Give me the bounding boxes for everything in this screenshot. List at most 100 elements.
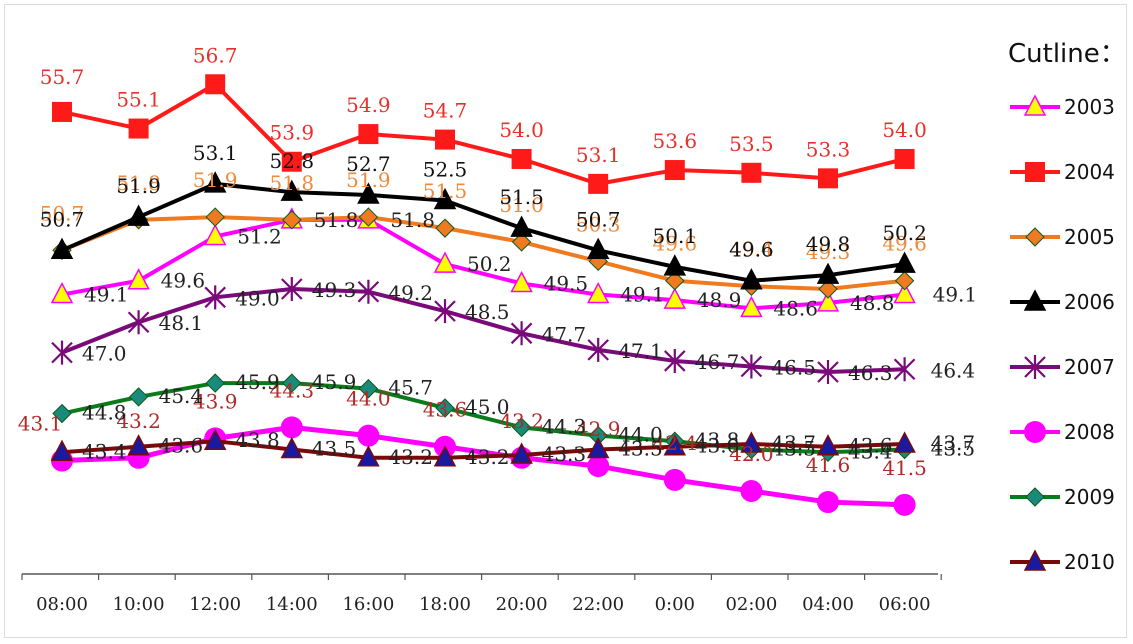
data-label-2005: 51.5	[423, 179, 468, 203]
data-label-2009: 45.0	[465, 395, 510, 419]
series-line-2005	[61, 215, 905, 292]
data-label-2008: 41.5	[882, 456, 927, 480]
data-point-2004	[818, 168, 838, 189]
data-point-2004	[741, 162, 762, 183]
data-label-2009: 44.0	[618, 423, 663, 447]
data-point-2005	[358, 207, 379, 227]
data-label-2003: 48.8	[850, 291, 895, 315]
data-point-2006	[203, 171, 227, 193]
data-point-2010	[203, 428, 227, 450]
data-point-2009	[435, 398, 455, 418]
data-point-2007	[281, 277, 303, 302]
data-label-2007: 47.0	[82, 342, 127, 366]
series-line-2003	[61, 217, 905, 311]
data-label-2009: 43.8	[695, 428, 740, 452]
data-label-2003: 51.2	[237, 224, 282, 248]
x-tick-label: 04:00	[802, 594, 854, 615]
legend: Cutline： 2003 2004 2005 2006 2007 2008 2009 201…	[1008, 39, 1126, 574]
data-label-2008: 42.9	[576, 417, 621, 441]
data-point-2006	[127, 204, 150, 226]
data-label-2003: 49.5	[544, 271, 589, 295]
legend-label-2009: 2009	[1064, 485, 1115, 509]
legend-label-2010: 2010	[1064, 550, 1115, 574]
data-label-2007: 46.7	[695, 350, 740, 374]
data-point-2005	[435, 218, 455, 238]
data-point-2005	[665, 271, 685, 291]
data-point-2006	[893, 251, 916, 273]
data-label-2003: 50.2	[467, 252, 512, 276]
data-label-2005: 49.6	[882, 232, 927, 256]
data-label-2009: 45.9	[235, 370, 280, 394]
legend-item-2010: 2010	[1010, 549, 1115, 574]
series-2010	[50, 428, 916, 467]
x-tick-label: 16:00	[342, 594, 394, 615]
data-label-2003: 48.9	[697, 288, 742, 312]
data-label-2008: 44.0	[346, 387, 391, 411]
x-tick-label: 12:00	[189, 594, 241, 615]
data-point-2007	[434, 299, 456, 324]
legend-marker-2009	[1025, 487, 1045, 507]
data-label-2004: 53.9	[270, 121, 315, 145]
data-point-2004	[205, 74, 226, 95]
data-point-2006	[510, 215, 533, 237]
data-label-2008: 43.6	[423, 398, 468, 422]
legend-label-2008: 2008	[1064, 420, 1115, 444]
data-point-2010	[50, 439, 74, 462]
data-point-2009	[205, 373, 225, 393]
data-label-2006: 49.8	[806, 232, 851, 256]
data-label-2005: 49.4	[729, 237, 774, 261]
data-point-2008	[357, 424, 380, 447]
data-label-2006: 51.5	[499, 185, 544, 209]
legend-label-2006: 2006	[1064, 290, 1115, 314]
legend-item-2006: 2006	[1010, 289, 1115, 314]
data-point-2003	[893, 281, 916, 304]
data-label-2009: 45.9	[312, 370, 357, 394]
data-label-2003: 49.1	[84, 283, 129, 307]
data-label-2010: 43.7	[771, 431, 816, 455]
data-label-2003: 49.1	[620, 283, 665, 307]
legend-item-2007: 2007	[1010, 355, 1115, 379]
data-point-2007	[357, 279, 380, 304]
data-point-2009	[282, 373, 302, 393]
data-point-2008	[893, 493, 916, 516]
legend-marker-2003	[1023, 94, 1047, 116]
data-point-2004	[435, 129, 455, 150]
data-label-2003: 49.1	[933, 283, 978, 307]
data-label-2008: 42.4	[653, 431, 698, 455]
data-label-2008: 41.6	[806, 453, 851, 477]
data-point-2008	[663, 468, 686, 491]
data-point-2006	[50, 237, 74, 260]
data-point-2007	[664, 348, 686, 373]
legend-item-2004: 2004	[1010, 160, 1115, 184]
data-label-2006: 50.7	[576, 207, 621, 231]
data-point-2006	[816, 262, 840, 284]
data-point-2006	[586, 237, 610, 260]
data-point-2004	[894, 148, 915, 169]
x-tick-label: 02:00	[725, 594, 777, 615]
data-label-2007: 46.4	[931, 358, 976, 382]
data-label-2006: 52.8	[270, 149, 315, 173]
data-point-2007	[127, 310, 150, 335]
data-label-2006: 52.5	[423, 157, 468, 181]
data-point-2010	[433, 445, 457, 467]
data-label-2005: 49.6	[653, 232, 698, 256]
data-point-2006	[663, 254, 687, 276]
data-point-2008	[280, 416, 303, 439]
data-point-2004	[664, 160, 685, 181]
data-point-2010	[663, 434, 687, 456]
data-point-2009	[128, 387, 149, 407]
data-label-2010: 43.2	[388, 445, 433, 469]
data-label-2006: 50.7	[40, 207, 85, 231]
data-label-2007: 49.3	[312, 278, 357, 302]
data-label-2010: 43.2	[465, 445, 510, 469]
data-label-2005: 51.8	[270, 171, 315, 195]
data-point-2003	[433, 251, 457, 273]
data-label-2004: 55.1	[116, 88, 161, 112]
x-axis: 08:00 10:00 12:00 14:00 16:00 18:00 20:00 22:00…	[21, 573, 942, 615]
data-label-2010: 43.4	[82, 439, 127, 463]
data-point-2010	[280, 436, 304, 459]
data-label-2009: 43.5	[771, 436, 816, 460]
data-label-2007: 48.5	[465, 300, 510, 324]
data-label-2004: 54.0	[499, 118, 544, 142]
